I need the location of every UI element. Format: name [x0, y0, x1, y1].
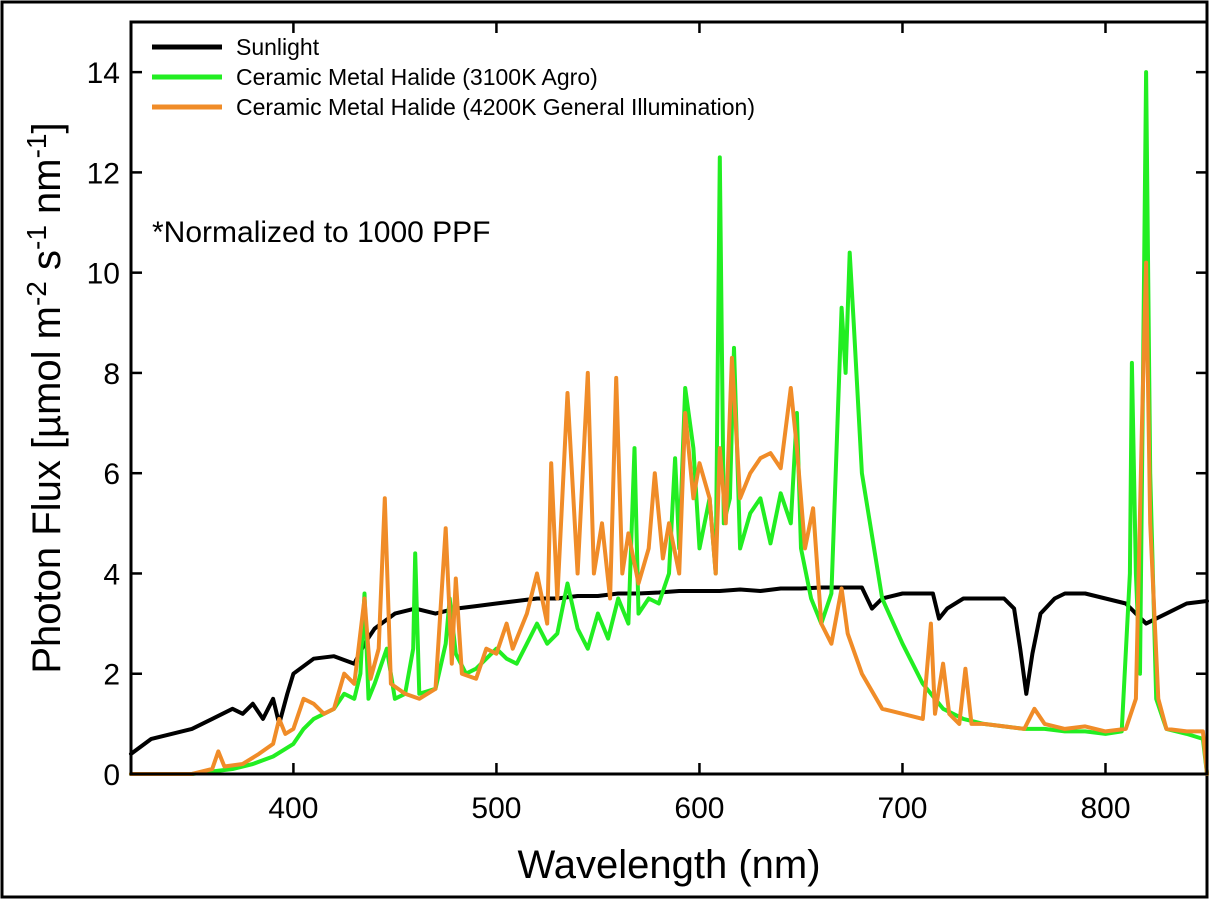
y-axis-label-mid: s — [25, 250, 69, 281]
y-tick-label: 10 — [87, 258, 120, 291]
plot-area — [129, 20, 1209, 776]
x-tick-label: 400 — [268, 792, 318, 825]
x-tick-label: 800 — [1080, 792, 1130, 825]
series-layer — [129, 70, 1209, 776]
normalization-note: *Normalized to 1000 PPF — [152, 216, 491, 249]
y-tick-label: 6 — [103, 458, 120, 491]
y-axis-label-sup3: -1 — [21, 133, 52, 158]
legend-label-3: Ceramic Metal Halide (4200K General Illu… — [236, 94, 755, 120]
legend-label-1: Sunlight — [236, 34, 320, 60]
series-line-2 — [129, 70, 1209, 776]
x-tick-label: 500 — [471, 792, 521, 825]
x-tick-label: 700 — [877, 792, 927, 825]
y-tick-label: 8 — [103, 358, 120, 391]
y-tick-label: 12 — [87, 157, 120, 190]
y-tick-label: 2 — [103, 659, 120, 692]
y-axis-label: Photon Flux [µmol m-2 s-1 nm-1] — [21, 122, 69, 673]
series-line-1 — [129, 585, 1209, 756]
legend: Sunlight Ceramic Metal Halide (3100K Agro… — [152, 34, 755, 120]
y-axis: 0 2 4 6 8 10 12 14 — [87, 57, 1207, 792]
y-tick-label: 0 — [103, 759, 120, 792]
y-axis-label-sup2: -1 — [21, 225, 52, 250]
y-axis-label-sup1: -2 — [21, 281, 52, 306]
x-axis: 400 500 600 700 800 — [268, 22, 1131, 825]
y-tick-label: 4 — [103, 558, 120, 591]
x-axis-label: Wavelength (nm) — [517, 843, 820, 887]
y-tick-label: 14 — [87, 57, 120, 90]
y-axis-label-mid2: nm — [25, 158, 69, 225]
x-tick-label: 600 — [674, 792, 724, 825]
y-axis-label-end: ] — [25, 122, 69, 133]
legend-label-2: Ceramic Metal Halide (3100K Agro) — [236, 64, 598, 90]
y-axis-label-base: Photon Flux [µmol m — [25, 306, 69, 674]
series-line-3 — [129, 260, 1209, 776]
